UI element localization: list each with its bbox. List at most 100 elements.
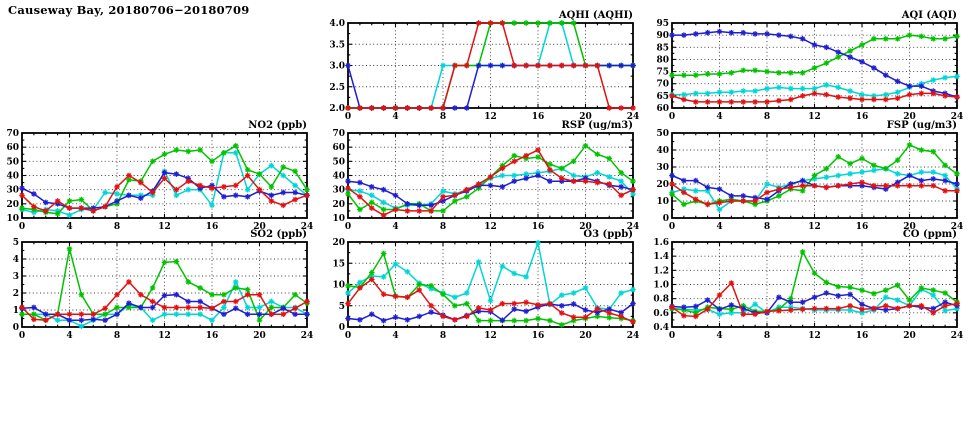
svg-text:1.4: 1.4: [653, 252, 669, 262]
svg-text:20: 20: [579, 222, 592, 232]
svg-text:24: 24: [627, 112, 640, 122]
svg-text:2: 2: [13, 289, 19, 299]
svg-text:70: 70: [332, 129, 345, 139]
svg-text:20: 20: [332, 238, 345, 248]
svg-text:24: 24: [951, 331, 964, 341]
svg-text:0: 0: [345, 112, 351, 122]
svg-text:60: 60: [656, 104, 669, 114]
svg-text:16: 16: [206, 222, 219, 232]
chart-plot-aqhi: 0 4 8 12 16 20 24 2.0 2.5 3.0 3.5 4.0: [329, 19, 640, 122]
svg-text:20: 20: [6, 200, 19, 210]
svg-text:0: 0: [19, 222, 25, 232]
svg-text:0.4: 0.4: [653, 323, 669, 333]
svg-text:80: 80: [656, 55, 669, 65]
svg-text:90: 90: [656, 31, 669, 41]
svg-text:85: 85: [656, 43, 669, 53]
svg-text:3.0: 3.0: [329, 62, 345, 72]
svg-text:10: 10: [656, 197, 669, 207]
svg-text:0: 0: [669, 331, 675, 341]
svg-text:24: 24: [627, 222, 640, 232]
svg-text:1.2: 1.2: [653, 266, 669, 276]
svg-text:60: 60: [6, 143, 19, 153]
svg-text:8: 8: [440, 112, 446, 122]
svg-text:24: 24: [301, 222, 314, 232]
chart-o3: O3 (ppb) 0 4 8 12 16 20 24 0 5 10 15 20: [326, 229, 651, 345]
svg-text:4: 4: [392, 222, 398, 232]
svg-text:95: 95: [656, 19, 669, 29]
svg-text:0: 0: [339, 323, 345, 333]
svg-text:8: 8: [764, 331, 770, 341]
svg-text:4: 4: [66, 222, 72, 232]
chart-title-rsp: RSP (ug/m3): [561, 120, 633, 131]
svg-text:4: 4: [716, 331, 722, 341]
svg-text:8: 8: [440, 222, 446, 232]
svg-text:12: 12: [484, 112, 497, 122]
svg-text:20: 20: [332, 200, 345, 210]
chart-plot-aqi: 0 4 8 12 16 20 24 60 65 70 75 80 85 90 95: [656, 19, 964, 122]
svg-text:20: 20: [579, 112, 592, 122]
svg-text:24: 24: [951, 222, 964, 232]
svg-text:30: 30: [6, 186, 19, 196]
svg-text:60: 60: [332, 143, 345, 153]
chart-so2: SO2 (ppb) 0 4 8 12 16 20 24 0 1 2 3 4 5: [0, 229, 325, 345]
svg-text:8: 8: [440, 331, 446, 341]
svg-text:12: 12: [484, 331, 497, 341]
svg-text:40: 40: [6, 172, 19, 182]
svg-text:0.6: 0.6: [653, 309, 669, 319]
svg-text:8: 8: [114, 331, 120, 341]
svg-text:2.5: 2.5: [329, 83, 345, 93]
svg-text:40: 40: [656, 146, 669, 156]
svg-text:20: 20: [579, 331, 592, 341]
svg-text:50: 50: [656, 129, 669, 139]
svg-text:16: 16: [856, 222, 869, 232]
svg-text:16: 16: [856, 331, 869, 341]
svg-text:5: 5: [339, 302, 345, 312]
svg-text:0: 0: [669, 222, 675, 232]
svg-text:24: 24: [951, 112, 964, 122]
chart-no2: NO2 (ppb) 0 4 8 12 16 20 24 10 20 30 40 50 60 70: [0, 120, 325, 236]
svg-text:20: 20: [903, 222, 916, 232]
svg-text:16: 16: [532, 222, 545, 232]
chart-title-no2: NO2 (ppb): [248, 120, 307, 131]
svg-text:30: 30: [656, 163, 669, 173]
svg-text:12: 12: [484, 222, 497, 232]
chart-aqhi: AQHI (AQHI) 0 4 8 12 16 20 24 2.0 2.5 3.0 3.5 4.0: [326, 10, 651, 126]
svg-text:0: 0: [345, 222, 351, 232]
svg-text:40: 40: [332, 172, 345, 182]
svg-text:16: 16: [532, 331, 545, 341]
svg-text:1.6: 1.6: [653, 238, 669, 248]
svg-text:12: 12: [808, 222, 821, 232]
chart-rsp: RSP (ug/m3) 0 4 8 12 16 20 24 10 20 30 40 50 60 70: [326, 120, 651, 236]
svg-text:70: 70: [656, 80, 669, 90]
svg-text:1: 1: [13, 306, 19, 316]
chart-plot-co: 0 4 8 12 16 20 24 0.4 0.6 0.8 1.0 1.2 1.4 1.6: [653, 238, 964, 341]
svg-text:16: 16: [532, 112, 545, 122]
svg-text:8: 8: [114, 222, 120, 232]
svg-text:8: 8: [764, 112, 770, 122]
svg-text:0: 0: [13, 323, 19, 333]
svg-text:20: 20: [253, 331, 266, 341]
svg-text:20: 20: [253, 222, 266, 232]
svg-text:20: 20: [903, 331, 916, 341]
svg-text:20: 20: [656, 180, 669, 190]
svg-text:50: 50: [6, 157, 19, 167]
svg-text:16: 16: [856, 112, 869, 122]
svg-text:5: 5: [13, 238, 19, 248]
svg-text:30: 30: [332, 186, 345, 196]
svg-text:0: 0: [19, 331, 25, 341]
svg-text:50: 50: [332, 157, 345, 167]
svg-text:4: 4: [66, 331, 72, 341]
svg-text:15: 15: [332, 259, 345, 269]
chart-plot-no2: 0 4 8 12 16 20 24 10 20 30 40 50 60 70: [6, 129, 314, 232]
chart-plot-o3: 0 4 8 12 16 20 24 0 5 10 15 20: [332, 238, 639, 341]
page-title: Causeway Bay, 20180706−20180709: [8, 3, 250, 17]
chart-plot-rsp: 0 4 8 12 16 20 24 10 20 30 40 50 60 70: [332, 129, 640, 232]
svg-text:75: 75: [656, 68, 669, 78]
svg-text:4: 4: [13, 255, 19, 265]
svg-text:2.0: 2.0: [329, 104, 345, 114]
svg-text:70: 70: [6, 129, 19, 139]
svg-text:0.8: 0.8: [653, 295, 669, 305]
svg-text:20: 20: [903, 112, 916, 122]
svg-text:3: 3: [13, 272, 19, 282]
